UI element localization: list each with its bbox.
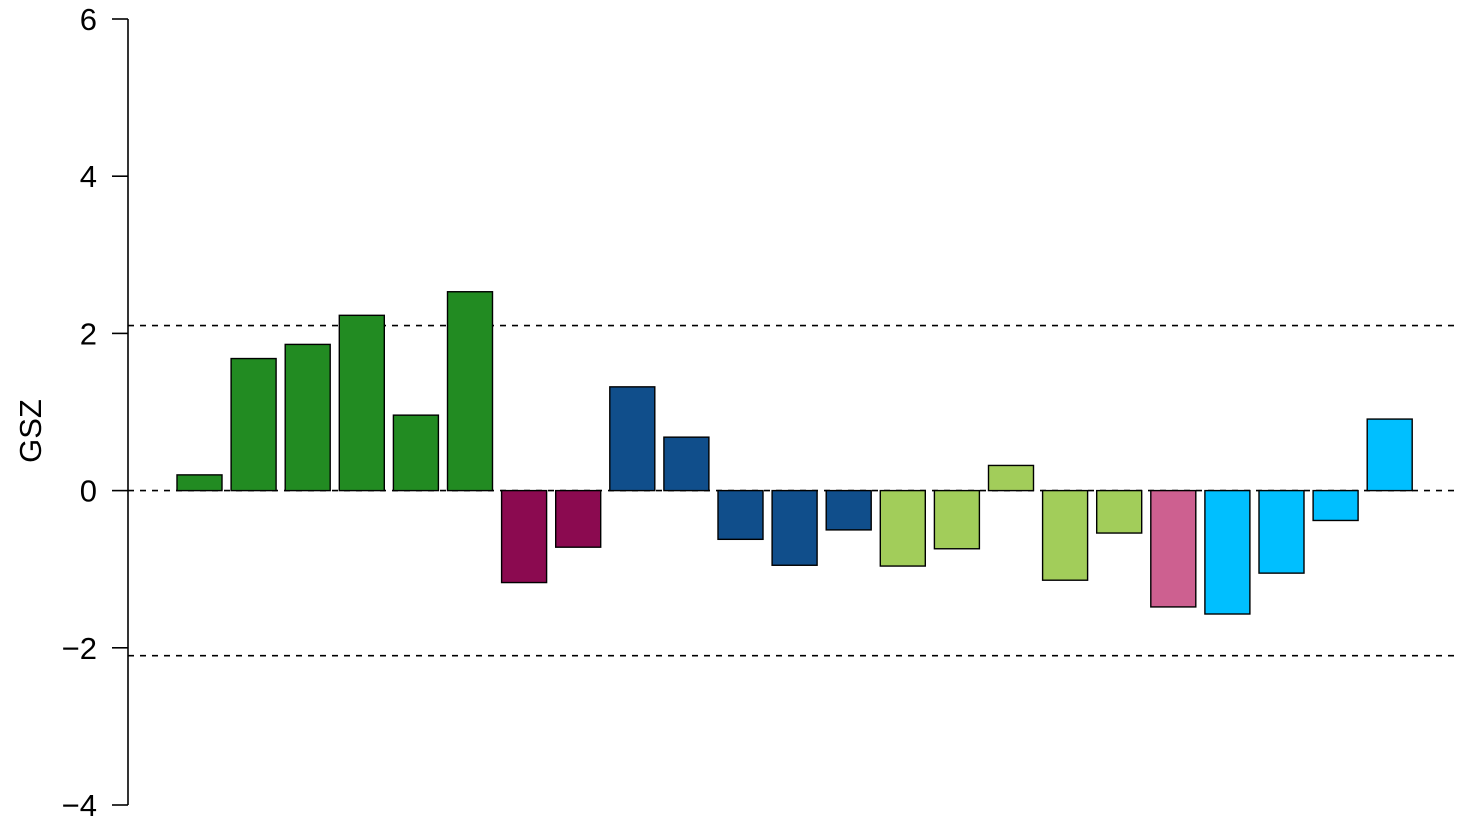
- y-tick-label-0: −4: [62, 788, 97, 822]
- y-tick-label-5: 6: [80, 2, 97, 37]
- bar-6: [446, 291, 494, 492]
- bar-8: [555, 489, 602, 548]
- bar-17: [1041, 489, 1089, 581]
- bar-9: [609, 386, 656, 492]
- bar-14: [879, 489, 926, 567]
- bar-4: [338, 314, 385, 492]
- bar-11: [717, 489, 764, 541]
- bar-19: [1150, 489, 1197, 608]
- bar-10: [663, 436, 710, 492]
- bar-5: [392, 414, 440, 492]
- y-tick-label-1: −2: [62, 631, 97, 666]
- bar-20: [1204, 489, 1251, 615]
- bar-18: [1095, 489, 1143, 534]
- bars: [176, 291, 1413, 615]
- bar-22: [1312, 489, 1359, 522]
- bar-1: [176, 474, 223, 492]
- y-tick-label-3: 2: [80, 316, 97, 351]
- bar-23: [1366, 418, 1413, 492]
- bar-7: [500, 489, 548, 584]
- bar-12: [771, 489, 818, 566]
- y-axis-title: GSZ: [13, 399, 48, 463]
- bar-15: [933, 489, 981, 550]
- bar-3: [284, 343, 331, 492]
- y-axis: −4 −2 0 2 4 6: [62, 2, 129, 822]
- bar-16: [987, 464, 1035, 492]
- bar-13: [825, 489, 872, 531]
- y-tick-label-4: 4: [80, 159, 97, 194]
- y-tick-label-2: 0: [80, 474, 97, 509]
- bar-21: [1258, 489, 1305, 574]
- bar-2: [230, 357, 277, 492]
